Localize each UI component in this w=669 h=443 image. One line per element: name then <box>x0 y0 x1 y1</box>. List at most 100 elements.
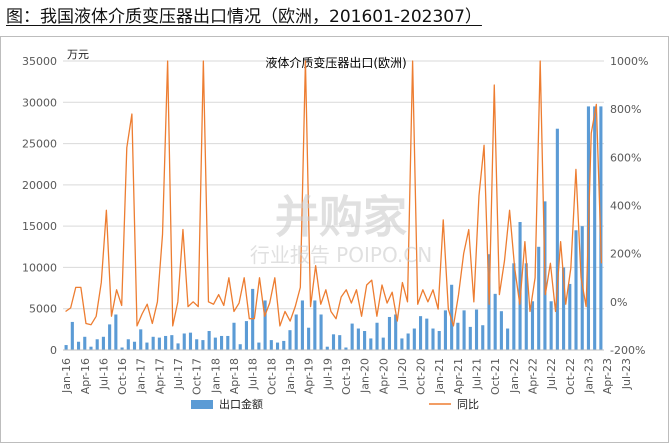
bar <box>431 328 435 350</box>
x-tick-label: Jul-19 <box>321 358 334 390</box>
bar <box>443 310 447 350</box>
bar <box>344 347 348 350</box>
bar <box>213 337 217 350</box>
bar <box>456 322 460 350</box>
x-tick-label: Oct-21 <box>489 358 502 395</box>
bar <box>257 342 261 350</box>
bar <box>363 331 367 350</box>
bar <box>356 328 360 350</box>
bar <box>437 331 441 350</box>
bar <box>157 337 161 350</box>
x-tick-label: Apr-21 <box>452 358 465 394</box>
y-unit-label: 万元 <box>67 48 89 61</box>
y-tick-label: 25000 <box>22 138 57 151</box>
bar <box>406 333 410 350</box>
bar <box>574 230 578 350</box>
bar <box>244 321 248 350</box>
bar <box>481 325 485 350</box>
bar <box>294 314 298 350</box>
x-tick-label: Apr-16 <box>79 358 92 394</box>
y-tick-label: 10000 <box>22 261 57 274</box>
bar <box>126 339 130 350</box>
bar <box>89 346 93 350</box>
bar <box>325 346 329 350</box>
legend-label-line: 同比 <box>457 398 479 411</box>
x-tick-label: Apr-20 <box>377 358 390 394</box>
legend-label-bars: 出口金额 <box>219 397 263 411</box>
bar <box>188 332 193 350</box>
bar <box>319 314 323 350</box>
bar <box>593 106 597 350</box>
watermark-text: 行业报告 POIPO.CN <box>250 243 432 267</box>
y-tick-label: 35000 <box>22 55 57 68</box>
bar <box>282 340 286 350</box>
x-tick-label: Jul-21 <box>471 358 484 390</box>
bar <box>512 263 516 350</box>
bar <box>394 314 398 350</box>
x-tick-label: Jan-18 <box>209 358 222 394</box>
x-tick-label: Jan-22 <box>508 358 521 394</box>
chart-title: 液体介质变压器出口(欧洲) <box>265 55 406 70</box>
bar <box>568 283 572 350</box>
bar <box>83 336 87 350</box>
x-tick-label: Jan-20 <box>359 358 372 394</box>
x-tick-label: Jan-16 <box>60 358 73 394</box>
bar <box>76 341 81 350</box>
x-tick-label: Jan-21 <box>433 358 446 394</box>
bar <box>226 335 230 350</box>
y-tick-label: 20000 <box>22 179 57 192</box>
bar <box>251 288 255 350</box>
x-tick-label: Apr-18 <box>228 358 241 394</box>
bar <box>220 335 224 350</box>
bar <box>530 301 535 350</box>
bar <box>300 300 304 350</box>
legend-swatch-bars <box>191 400 213 409</box>
bar <box>307 327 311 350</box>
x-tick-label: Jul-17 <box>172 358 185 390</box>
bar <box>232 322 236 350</box>
y-tick-label: 30000 <box>22 96 57 109</box>
x-tick-label: Oct-16 <box>116 358 129 395</box>
bar <box>369 338 373 350</box>
bar <box>518 222 522 350</box>
y2-tick-label: 400% <box>610 200 641 213</box>
bar <box>288 330 292 350</box>
bar <box>151 336 155 350</box>
x-tick-label: Apr-19 <box>303 358 316 394</box>
x-tick-label: Jul-18 <box>247 358 260 390</box>
bar <box>101 336 105 350</box>
bar <box>145 342 149 350</box>
bar <box>450 284 454 350</box>
bar <box>400 338 404 350</box>
bar <box>493 293 497 350</box>
x-tick-label: Apr-22 <box>526 358 539 394</box>
x-tick-label: Jul-16 <box>97 358 110 390</box>
watermark-logo: 并购家 <box>275 192 407 243</box>
x-tick-label: Oct-20 <box>415 358 428 395</box>
bar <box>269 340 273 350</box>
bar <box>338 335 342 350</box>
x-tick-label: Oct-19 <box>340 358 353 395</box>
bar <box>462 310 466 350</box>
yoy-line <box>65 60 603 327</box>
bar <box>506 328 510 350</box>
y-tick-label: 15000 <box>22 220 57 233</box>
bar <box>412 328 416 350</box>
bar <box>524 263 528 350</box>
bar <box>195 339 199 350</box>
bar <box>139 329 143 350</box>
bar <box>201 340 205 350</box>
x-tick-label: Jul-20 <box>396 358 409 390</box>
bar <box>562 267 566 350</box>
y-tick-label: 0 <box>50 344 57 357</box>
bar <box>95 339 99 350</box>
x-tick-label: Jan-19 <box>284 358 297 394</box>
x-tick-label: Apr-17 <box>153 358 166 394</box>
bar <box>381 337 385 350</box>
y-tick-label: 5000 <box>29 303 57 316</box>
x-tick-label: Oct-17 <box>191 358 204 395</box>
bar <box>425 318 429 350</box>
page-title: 图：我国液体介质变压器出口情况（欧洲，201601-202307） <box>6 7 482 27</box>
x-tick-label: Apr-23 <box>601 358 614 394</box>
y2-tick-label: 600% <box>610 151 641 164</box>
